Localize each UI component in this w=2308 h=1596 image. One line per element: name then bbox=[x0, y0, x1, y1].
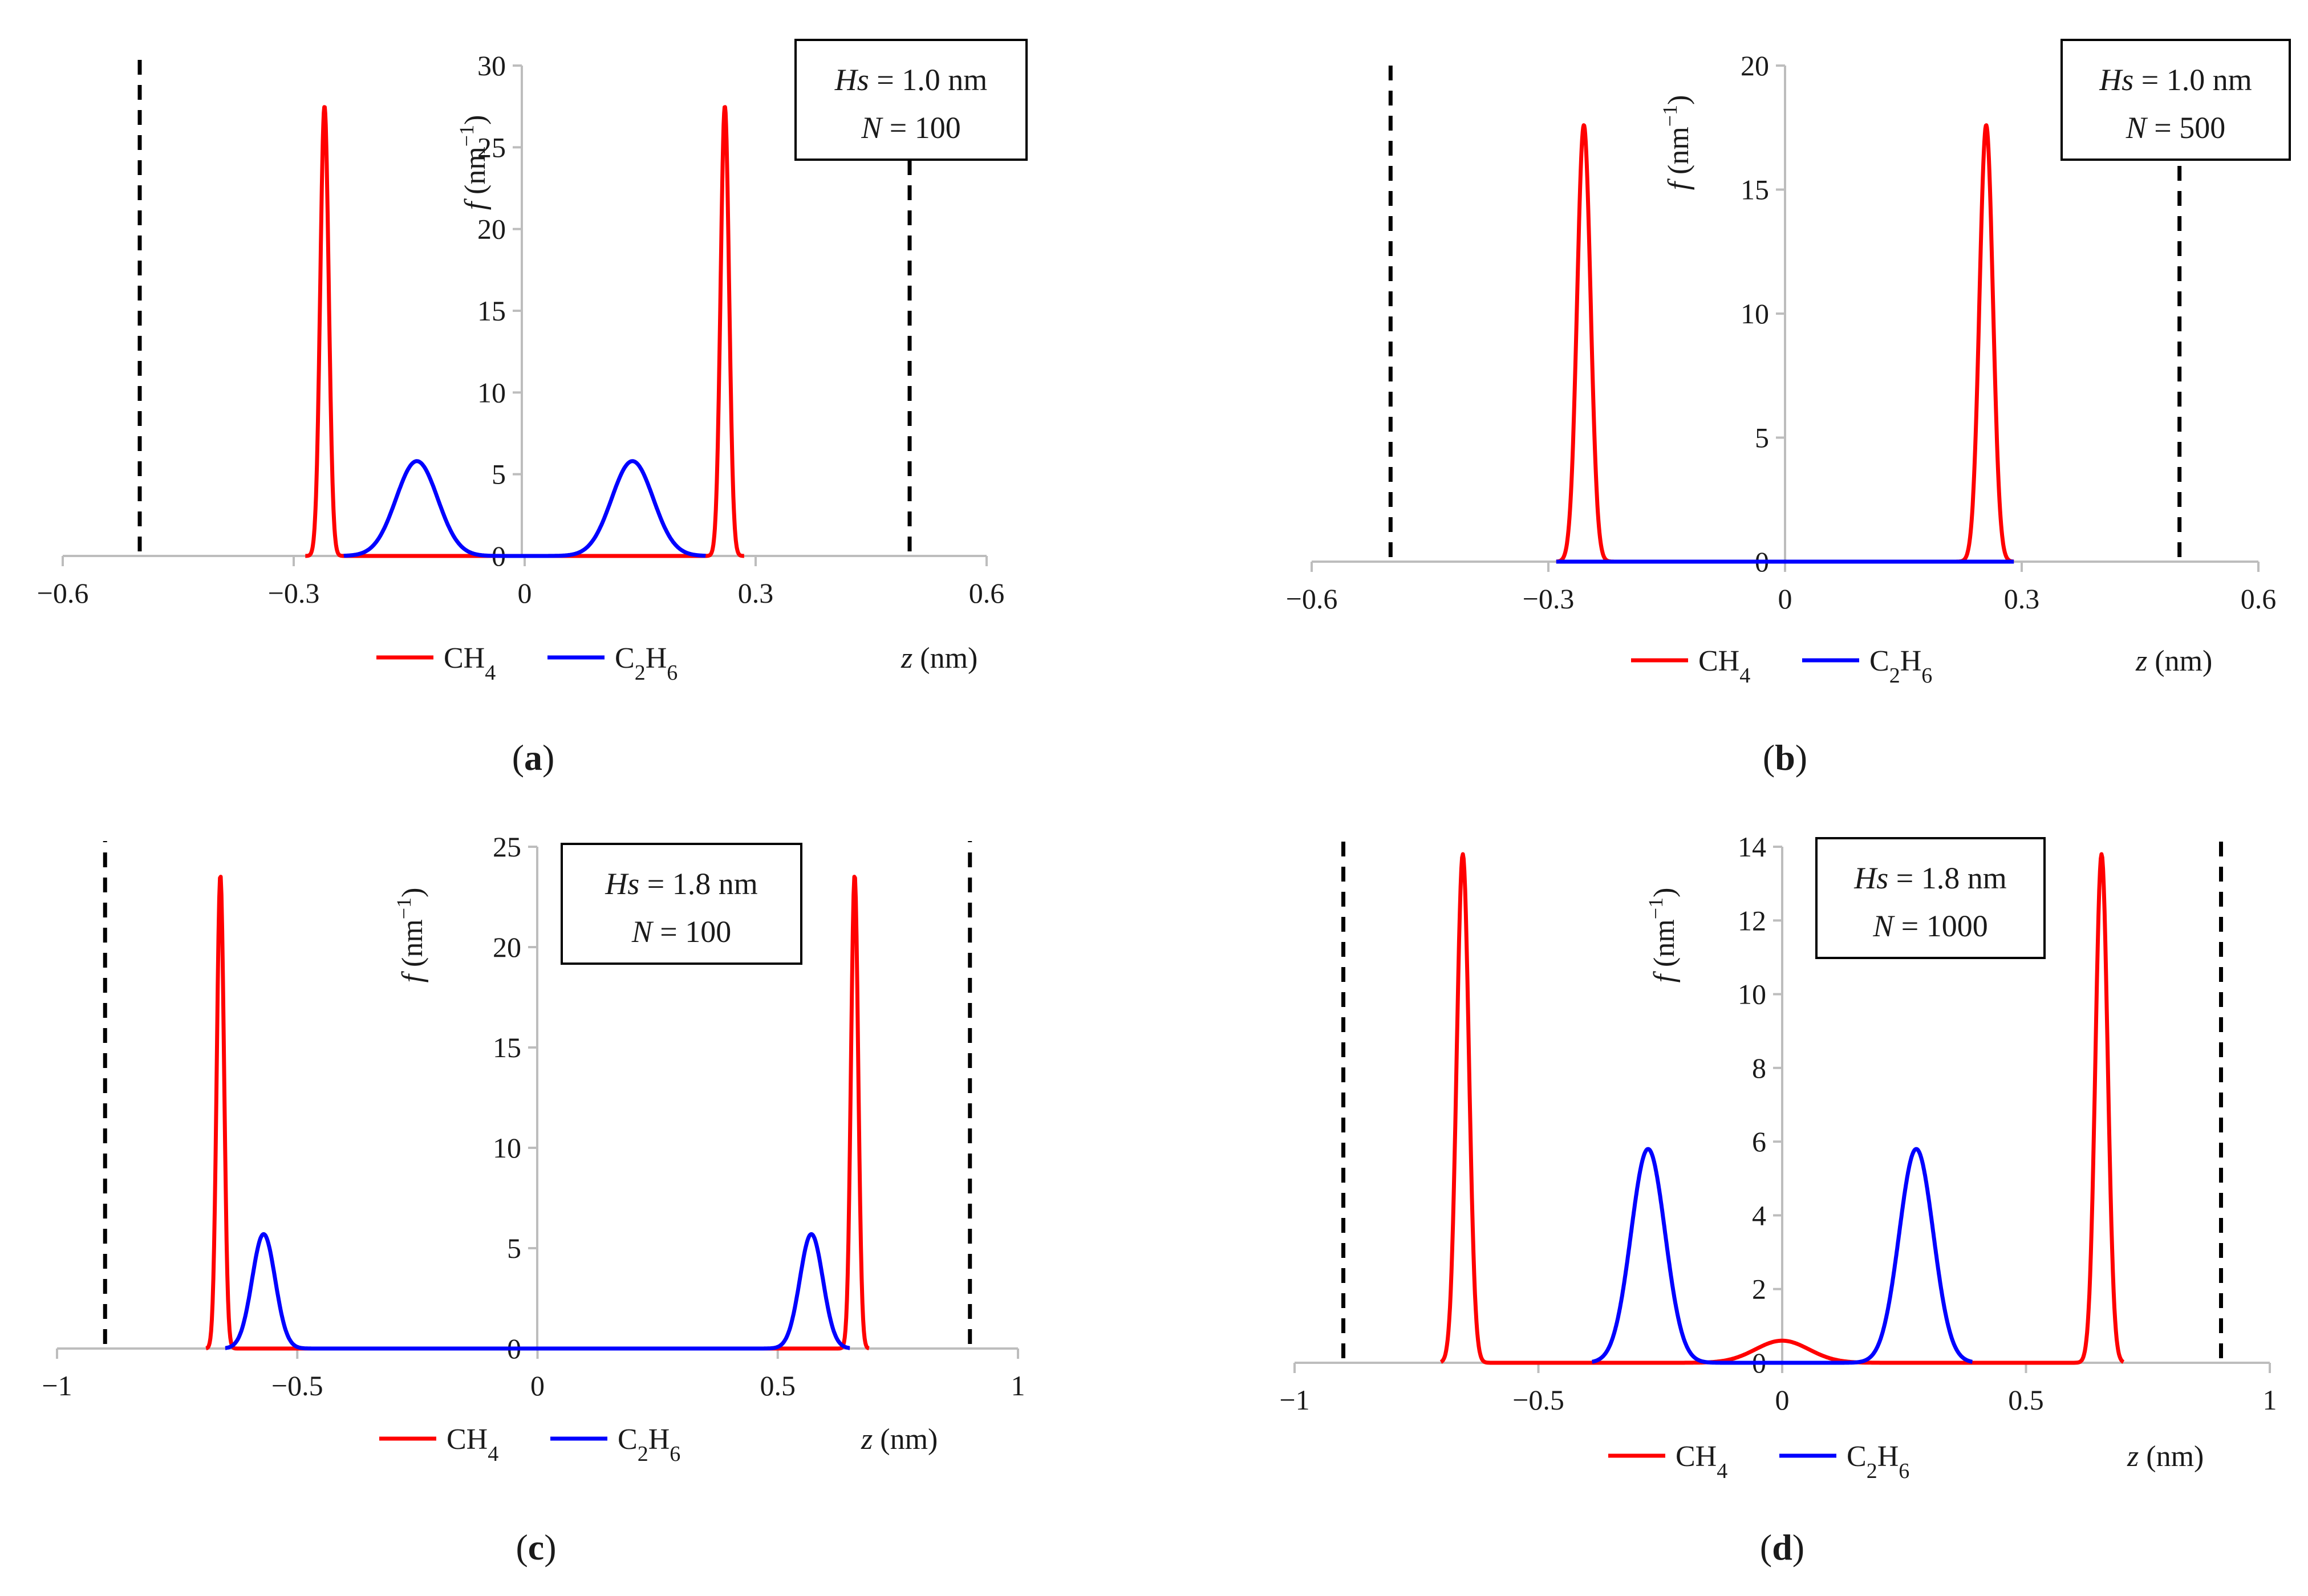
x-tick-label: 0.5 bbox=[2008, 1384, 2044, 1416]
series-c2h6-line bbox=[342, 459, 707, 558]
x-tick-label: −0.3 bbox=[268, 577, 320, 609]
y-tick-label: 15 bbox=[1741, 174, 1769, 206]
y-tick-label: 10 bbox=[1738, 978, 1766, 1010]
legend-c2h6-label: C2H6 bbox=[1869, 645, 1932, 688]
y-tick-label: 20 bbox=[493, 931, 521, 963]
y-tick-label: 25 bbox=[477, 131, 506, 163]
y-tick-label: 2 bbox=[1752, 1273, 1766, 1305]
legend-ch4-label: CH4 bbox=[1676, 1440, 1727, 1483]
panel-label: (a) bbox=[512, 737, 555, 778]
legend-c2h6-label: C2H6 bbox=[618, 1423, 680, 1466]
y-tick-label: 10 bbox=[1741, 298, 1769, 330]
series-c2h6-line bbox=[1590, 1147, 1974, 1365]
x-tick-label: 0 bbox=[518, 577, 532, 609]
y-axis-label: f (nm−1) bbox=[1658, 95, 1695, 190]
x-tick-label: −0.6 bbox=[1286, 583, 1338, 615]
panel-label: (d) bbox=[1760, 1527, 1804, 1567]
x-axis-label: z (nm) bbox=[2127, 1440, 2204, 1473]
y-tick-label: 10 bbox=[477, 376, 506, 408]
x-tick-label: 0 bbox=[1775, 1384, 1790, 1416]
y-tick-label: 14 bbox=[1738, 831, 1766, 863]
legend-ch4-label: CH4 bbox=[444, 642, 496, 685]
x-tick-label: 0.3 bbox=[2004, 583, 2040, 615]
x-tick-label: 0.3 bbox=[738, 577, 774, 609]
panel-label: (b) bbox=[1763, 737, 1807, 778]
y-tick-label: 10 bbox=[493, 1132, 521, 1164]
y-tick-label: 15 bbox=[477, 295, 506, 327]
x-axis-label: z (nm) bbox=[2135, 645, 2212, 677]
y-tick-label: 6 bbox=[1752, 1126, 1766, 1158]
y-tick-label: 8 bbox=[1752, 1052, 1766, 1084]
x-tick-label: 0.6 bbox=[969, 577, 1005, 609]
y-tick-label: 5 bbox=[1755, 422, 1769, 454]
x-tick-label: −0.5 bbox=[271, 1370, 323, 1402]
annotation-hs: Hs = 1.0 nm bbox=[834, 63, 987, 97]
y-tick-label: 4 bbox=[1752, 1199, 1766, 1231]
annotation-box bbox=[1815, 837, 2046, 959]
x-tick-label: −1 bbox=[1279, 1384, 1309, 1416]
series-ch4-line bbox=[1439, 852, 2125, 1365]
x-tick-label: 0.6 bbox=[2241, 583, 2277, 615]
x-tick-label: 0 bbox=[530, 1370, 545, 1402]
y-tick-label: 30 bbox=[477, 50, 506, 82]
legend-c2h6-label: C2H6 bbox=[615, 642, 678, 685]
y-tick-label: 5 bbox=[492, 458, 506, 490]
legend-ch4-label: CH4 bbox=[1698, 645, 1750, 688]
x-tick-label: −0.6 bbox=[37, 577, 89, 609]
panel-label: (c) bbox=[516, 1527, 556, 1567]
y-tick-label: 12 bbox=[1738, 904, 1766, 936]
annotation-n: N = 1000 bbox=[1872, 909, 1988, 943]
series-ch4-line bbox=[303, 105, 746, 558]
x-tick-label: −0.3 bbox=[1523, 583, 1575, 615]
annotation-hs: Hs = 1.8 nm bbox=[605, 867, 757, 901]
series-c2h6-line bbox=[224, 1232, 851, 1351]
y-tick-label: 20 bbox=[477, 213, 506, 245]
annotation-box bbox=[794, 39, 1028, 161]
x-axis-label: z (nm) bbox=[861, 1423, 938, 1456]
y-axis-label: f (nm−1) bbox=[455, 115, 492, 210]
y-tick-label: 15 bbox=[493, 1031, 521, 1063]
annotation-hs: Hs = 1.8 nm bbox=[1853, 861, 2006, 895]
x-axis-label: z (nm) bbox=[901, 642, 977, 675]
y-axis-label: f (nm−1) bbox=[392, 888, 429, 983]
annotation-box bbox=[2060, 39, 2291, 161]
y-axis-label: f (nm−1) bbox=[1644, 888, 1681, 983]
legend-ch4-label: CH4 bbox=[447, 1423, 498, 1466]
x-tick-label: −0.5 bbox=[1512, 1384, 1564, 1416]
annotation-box bbox=[561, 843, 802, 965]
legend-c2h6-label: C2H6 bbox=[1847, 1440, 1909, 1483]
annotation-n: N = 100 bbox=[631, 915, 732, 949]
annotation-n: N = 500 bbox=[2126, 111, 2226, 145]
x-tick-label: 1 bbox=[1011, 1370, 1025, 1402]
y-tick-label: 25 bbox=[493, 831, 521, 863]
x-tick-label: 1 bbox=[2263, 1384, 2277, 1416]
x-tick-label: 0 bbox=[1778, 583, 1792, 615]
annotation-hs: Hs = 1.0 nm bbox=[2099, 63, 2252, 97]
y-tick-label: 5 bbox=[507, 1232, 521, 1264]
y-tick-label: 20 bbox=[1741, 50, 1769, 82]
annotation-n: N = 100 bbox=[861, 111, 961, 145]
x-tick-label: 0.5 bbox=[760, 1370, 796, 1402]
x-tick-label: −1 bbox=[42, 1370, 72, 1402]
